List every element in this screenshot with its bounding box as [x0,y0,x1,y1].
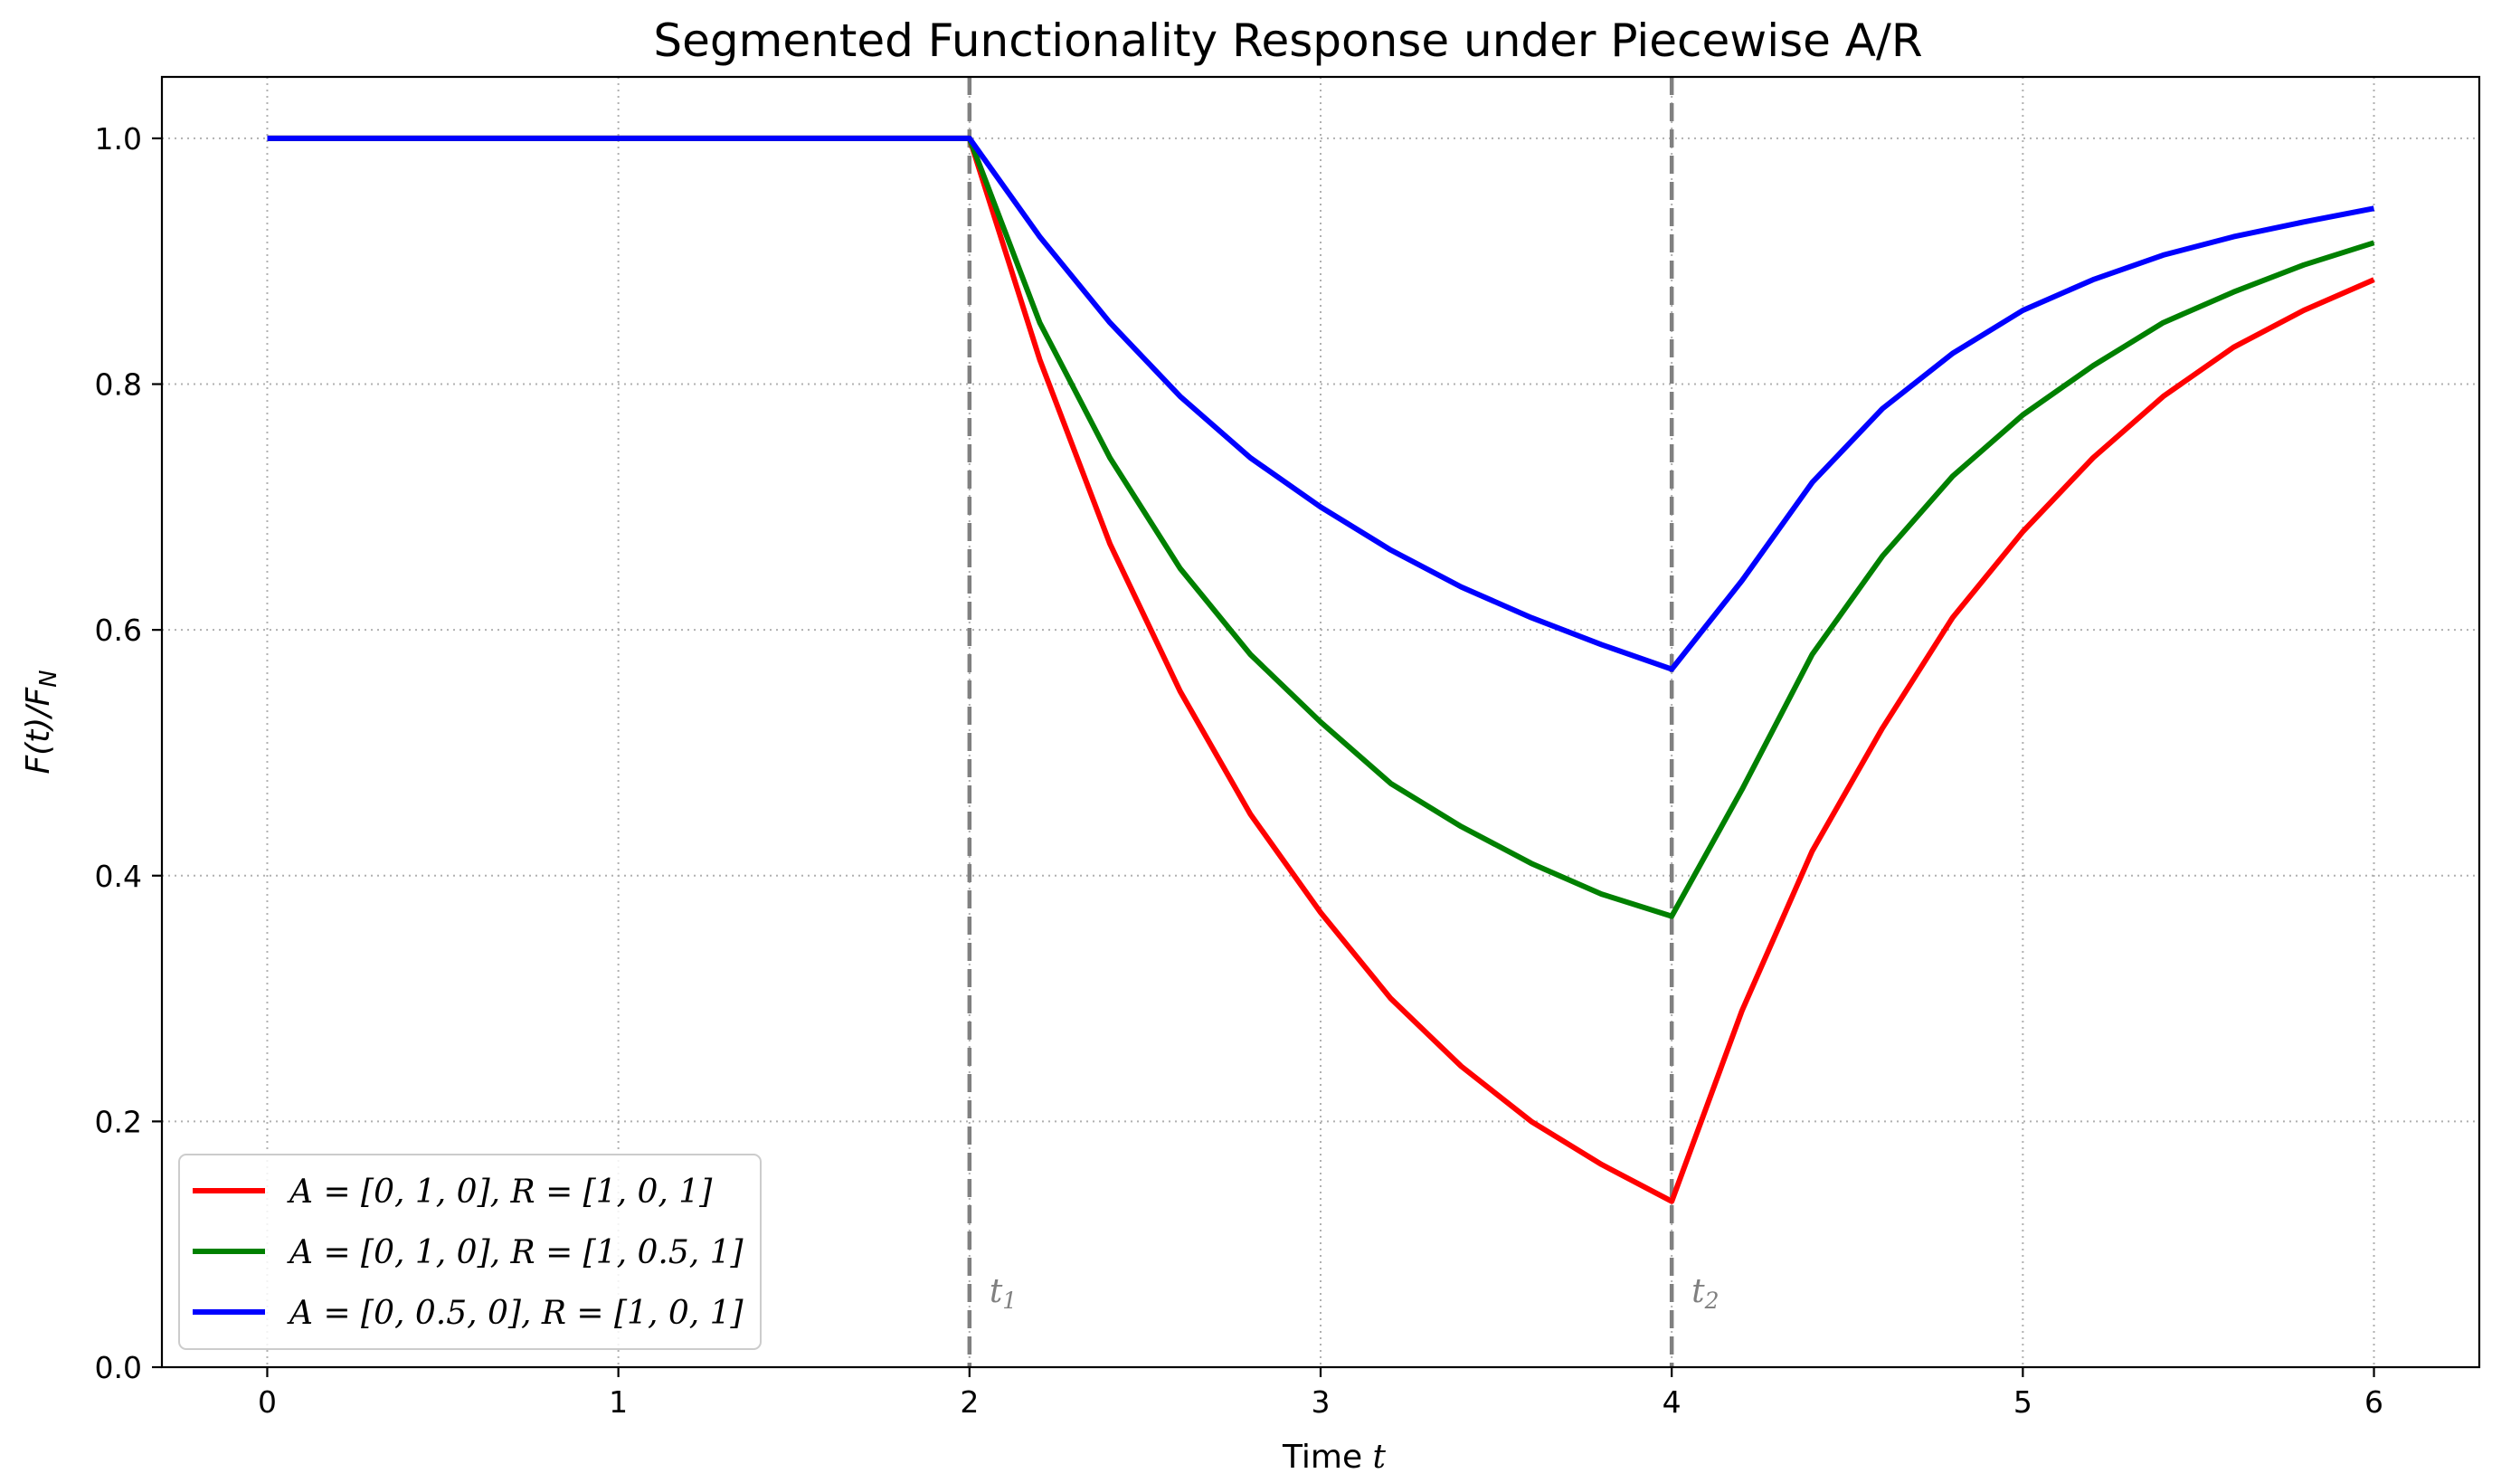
series-line-3 [267,135,2375,672]
legend-box [178,1154,762,1350]
series-group [267,135,2375,1204]
x-tick-label: 3 [1312,1384,1331,1420]
y-axis-label: F(t)/FN [20,670,62,774]
x-tick-label: 6 [2364,1384,2383,1420]
legend: A = [0, 1, 0], R = [1, 0, 1] A = [0, 1, 0… [178,1154,762,1350]
chart-title: Segmented Functionality Response under P… [653,14,1922,67]
y-tick-label: 0.6 [95,613,142,648]
legend-label-3: A = [0, 0.5, 0], R = [1, 0, 1] [287,1295,744,1332]
x-tick-label: 2 [960,1384,979,1420]
y-tick-label: 0.0 [95,1350,142,1385]
x-axis-label: Time t [1282,1439,1387,1476]
x-tick-label: 0 [258,1384,277,1420]
x-tick-label: 5 [2013,1384,2032,1420]
y-tick-label: 1.0 [95,121,142,157]
marker-label-t2: t2 [1691,1273,1719,1314]
y-tick-label: 0.4 [95,859,142,894]
legend-label-2: A = [0, 1, 0], R = [1, 0.5, 1] [287,1234,744,1271]
y-tick-label: 0.8 [95,367,142,403]
x-tick-label: 1 [609,1384,628,1420]
marker-label-t1: t1 [990,1273,1017,1314]
x-tick-label: 4 [1663,1384,1682,1420]
vertical-markers: t1 t2 [967,77,1719,1367]
y-tick-label: 0.2 [95,1104,142,1139]
axis-ticks: 0 1 2 3 4 5 6 0.0 0.2 0.4 0.6 0.8 1.0 [95,121,2384,1420]
legend-label-1: A = [0, 1, 0], R = [1, 0, 1] [287,1174,713,1211]
